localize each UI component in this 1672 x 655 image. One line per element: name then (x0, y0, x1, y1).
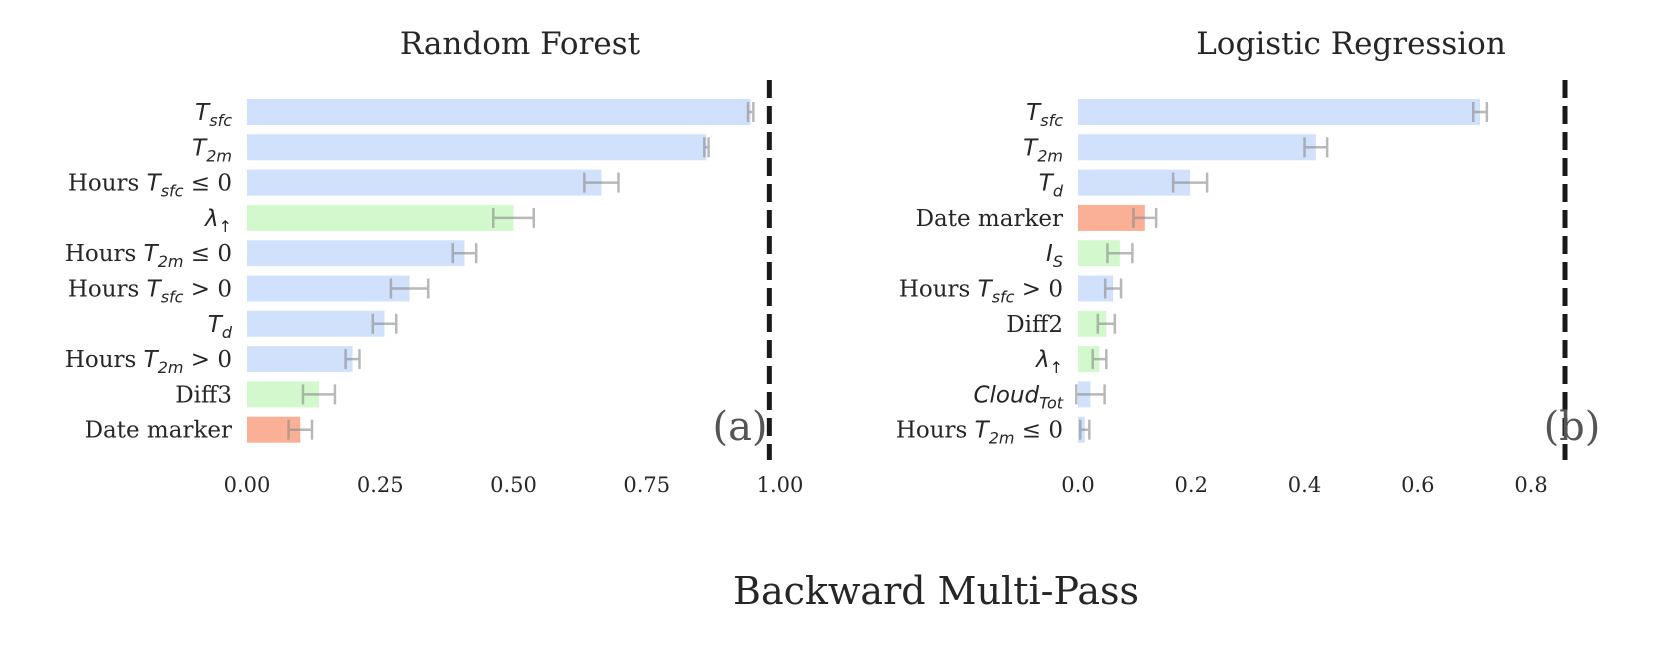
category-label: T2m (192, 135, 232, 165)
category-label: Td (208, 312, 233, 342)
x-tick-label: 0.8 (1514, 473, 1547, 497)
panel-label: (a) (712, 404, 767, 450)
category-label: CloudTot (973, 382, 1063, 412)
error-bar (1171, 172, 1209, 193)
bar (247, 240, 465, 267)
category-label: IS (1046, 241, 1063, 271)
panel-random-forest: Random Forest Tsfc T2m Hours Tsfc ≤ 0 λ↑ Hour… (65, 26, 804, 497)
category-label: Td (1039, 171, 1064, 201)
error-bar (583, 172, 620, 193)
category-label: Diff2 (1006, 312, 1063, 338)
bar (1078, 99, 1481, 125)
error-bar (1103, 278, 1123, 299)
error-bar (1079, 419, 1091, 440)
category-label: Hours T2m > 0 (65, 347, 232, 377)
error-bar (1303, 137, 1329, 158)
category-label: Hours Tsfc > 0 (68, 277, 232, 307)
bar (247, 204, 514, 231)
chart-title: Random Forest (400, 26, 641, 62)
category-label: Hours T2m ≤ 0 (65, 241, 232, 271)
x-tick-label: 0.2 (1175, 473, 1208, 497)
x-tick-label: 1.00 (757, 473, 804, 497)
category-label: Tsfc (195, 100, 232, 130)
bar (247, 99, 751, 125)
bar (247, 346, 353, 373)
error-bar (1096, 313, 1117, 334)
bar (247, 310, 385, 337)
error-bar (389, 278, 430, 299)
bar (247, 169, 602, 196)
x-tick-label: 0.6 (1401, 473, 1434, 497)
x-tick-label: 0.50 (490, 473, 537, 497)
category-label: Date marker (85, 418, 232, 444)
category-label: λ↑ (203, 206, 232, 236)
x-tick-label: 0.75 (623, 473, 670, 497)
x-tick-label: 0.25 (357, 473, 404, 497)
category-label: Hours T2m ≤ 0 (896, 418, 1063, 448)
bar (1078, 169, 1191, 196)
category-label: Date marker (916, 206, 1063, 232)
error-bar (1132, 207, 1158, 228)
error-bar (1075, 384, 1106, 405)
figure-suptitle: Backward Multi-Pass (733, 569, 1139, 613)
x-tick-label: 0.0 (1061, 473, 1094, 497)
x-tick-label: 0.00 (224, 473, 271, 497)
x-tick-label: 0.4 (1288, 473, 1321, 497)
error-bar (1472, 102, 1489, 122)
panel-label: (b) (1544, 404, 1601, 450)
category-label: Hours Tsfc > 0 (899, 277, 1063, 307)
error-bar (1091, 349, 1108, 370)
bar (1078, 346, 1100, 373)
error-bar (451, 243, 478, 264)
category-label: Tsfc (1026, 100, 1063, 130)
chart-title: Logistic Regression (1196, 26, 1506, 62)
panel-logistic-regression: Logistic Regression Tsfc T2m Td Date marker I… (896, 26, 1601, 497)
error-bar (287, 419, 314, 440)
category-label: λ↑ (1034, 347, 1063, 377)
error-bar (746, 102, 755, 122)
bar (247, 134, 707, 161)
error-bar (703, 137, 710, 158)
bar (1078, 134, 1316, 161)
category-label: Diff3 (175, 382, 232, 408)
bar (247, 275, 410, 302)
error-bar (371, 313, 398, 334)
error-bar (344, 349, 361, 370)
category-label: Hours Tsfc ≤ 0 (68, 171, 232, 201)
error-bar (301, 384, 337, 405)
error-bar (491, 207, 536, 228)
category-label: T2m (1023, 135, 1063, 165)
error-bar (1106, 243, 1134, 264)
